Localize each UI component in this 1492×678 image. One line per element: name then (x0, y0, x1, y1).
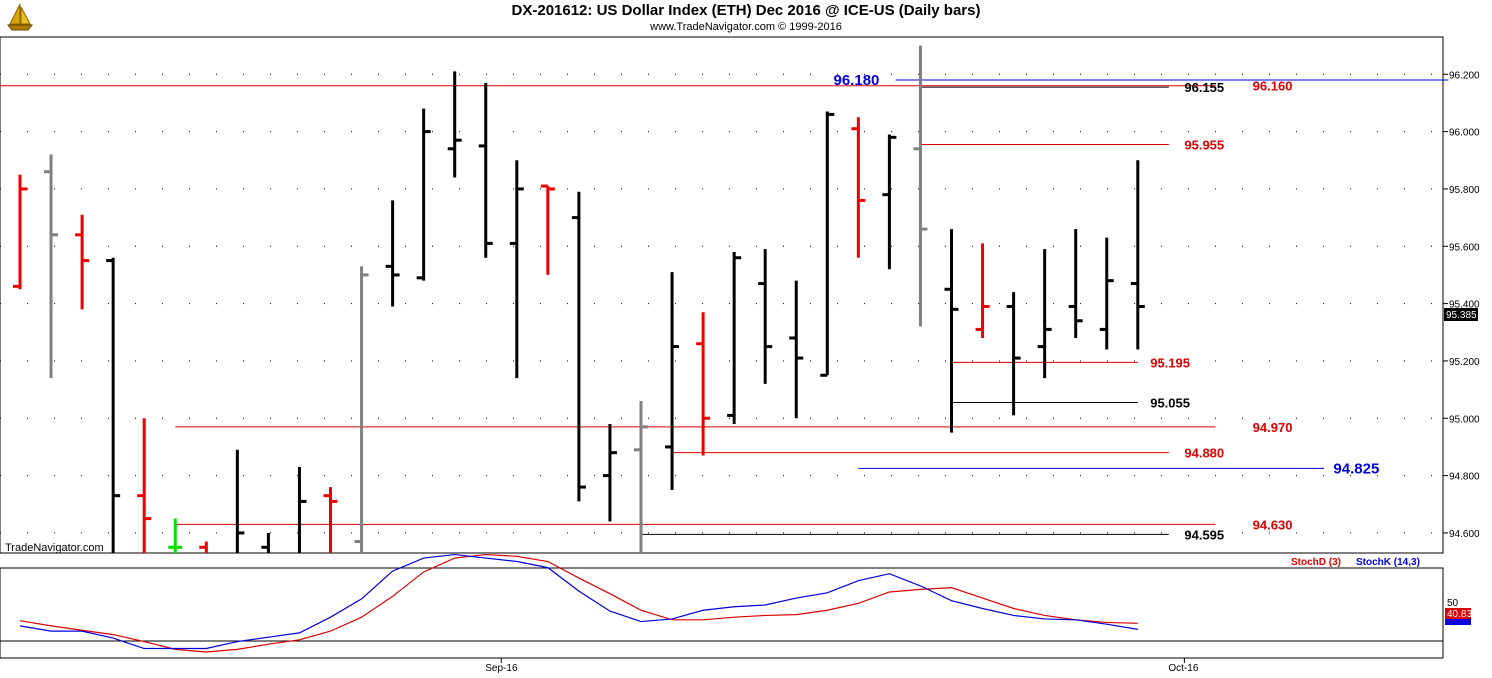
ohlc-bar (354, 266, 369, 553)
ohlc-bar (168, 518, 183, 553)
ohlc-bar (447, 71, 462, 178)
price-tick-label: 95.200 (1449, 357, 1480, 368)
ohlc-bar (975, 243, 990, 338)
time-tick-label: Sep-16 (485, 663, 518, 674)
ohlc-bar (789, 280, 804, 419)
price-tick-label: 95.000 (1449, 414, 1480, 425)
stoch-last-badge: 40.83 (1445, 608, 1472, 625)
level-label: 95.195 (1150, 355, 1190, 370)
price-tick-label: 96.000 (1449, 128, 1480, 139)
price-grid (0, 73, 1443, 534)
chart-title: DX-201612: US Dollar Index (ETH) Dec 201… (511, 2, 981, 19)
stochastic-panel (0, 567, 1444, 659)
stochastic-lines (19, 553, 1138, 653)
price-tick-label: 95.600 (1449, 242, 1480, 253)
level-label: 95.055 (1150, 396, 1190, 411)
ohlc-bar (44, 154, 59, 379)
ohlc-bar (1006, 292, 1021, 416)
ohlc-bar (602, 424, 617, 522)
ohlc-bar (944, 229, 959, 433)
stoch-axis-tick: 50 (1447, 598, 1459, 609)
stoch-last-label: 40.83 (1447, 609, 1472, 620)
ohlc-bar (851, 117, 866, 258)
watermark-text: TradeNavigator.com (5, 542, 104, 554)
ohlc-bar (571, 191, 586, 502)
ohlc-bar (261, 532, 270, 553)
ohlc-bar (235, 449, 245, 553)
ohlc-bar (665, 272, 680, 490)
price-tick-label: 94.800 (1449, 472, 1480, 483)
level-label: 94.595 (1184, 527, 1224, 542)
ohlc-bar (385, 200, 400, 307)
level-label: 95.955 (1184, 138, 1224, 153)
level-label: 96.180 (834, 72, 880, 89)
ohlc-bar (416, 108, 431, 281)
ohlc-bar (509, 160, 524, 379)
ohlc-bar (820, 111, 835, 377)
level-label: 94.630 (1253, 517, 1293, 532)
time-tick-label: Oct-16 (1168, 663, 1198, 674)
price-axis: 96.200 96.000 95.800 95.600 95.400 95.200 95.0… (1443, 70, 1480, 540)
price-tick-label: 95.400 (1449, 300, 1480, 311)
sailing-ship-icon (6, 2, 34, 37)
ohlc-bar (634, 401, 648, 553)
level-lines: 96.180 96.160 96.155 95.955 95.195 95.055 94.9… (0, 72, 1449, 542)
level-label: 94.825 (1333, 460, 1379, 477)
price-bars (13, 45, 1145, 553)
level-label: 94.970 (1253, 420, 1293, 435)
ohlc-bar (75, 214, 90, 310)
ohlc-bar (1099, 237, 1114, 350)
ohlc-bar (1130, 160, 1145, 350)
ohlc-bar (137, 418, 152, 553)
price-tick-label: 94.600 (1449, 529, 1480, 540)
level-label: 94.880 (1184, 446, 1224, 461)
stoch-series-line (19, 553, 1138, 653)
ohlc-bar (13, 174, 27, 290)
copyright-text: www.TradeNavigator.com © 1999-2016 (650, 21, 842, 33)
ohlc-bar (758, 249, 773, 384)
ohlc-bar (478, 82, 493, 258)
stoch-series-line (19, 553, 1138, 650)
ohlc-bar (1068, 229, 1083, 338)
level-label: 96.155 (1184, 80, 1224, 95)
ohlc-bar (882, 134, 897, 270)
last-price-label: 95.385 (1446, 310, 1477, 321)
stochd-legend: StochD (3) (1291, 557, 1341, 568)
time-axis: Sep-16 Oct-16 (485, 658, 1199, 674)
ohlc-bar (297, 467, 307, 553)
last-price-badge: 95.385 (1444, 308, 1478, 321)
price-tick-label: 95.800 (1449, 185, 1480, 196)
level-label: 96.160 (1253, 79, 1293, 94)
price-tick-label: 96.200 (1449, 70, 1480, 81)
ohlc-bar (913, 45, 928, 327)
stochk-legend: StochK (14,3) (1356, 557, 1420, 568)
ohlc-bar (199, 541, 208, 553)
ohlc-bar (540, 184, 555, 275)
ohlc-bar (323, 487, 338, 553)
ohlc-bar (696, 312, 711, 456)
ohlc-bar (1037, 249, 1052, 379)
price-panel (0, 36, 1444, 554)
ohlc-bar (106, 257, 121, 553)
ohlc-bar (727, 252, 742, 424)
